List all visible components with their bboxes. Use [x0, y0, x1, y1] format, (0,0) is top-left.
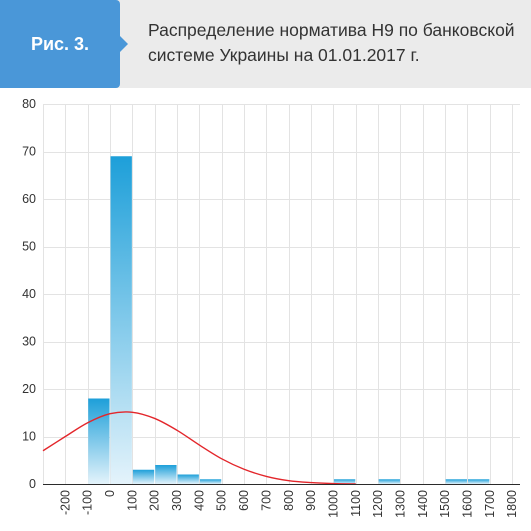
x-tick-label: 600: [237, 490, 251, 511]
y-tick-label: 30: [22, 335, 36, 349]
y-tick-label: 70: [22, 145, 36, 159]
x-tick-label: 300: [170, 490, 184, 511]
chart-title-line-2: системе Украины на 01.01.2017 г.: [148, 45, 420, 65]
y-tick-label: 20: [22, 382, 36, 396]
y-tick-labels: 0 10 20 30 40 50 60 70 80: [22, 97, 36, 491]
x-tick-label: 1600: [461, 490, 475, 518]
histogram-bar: [467, 479, 490, 484]
x-tick-label: 100: [125, 490, 139, 511]
y-tick-label: 40: [22, 287, 36, 301]
y-tick-label: 60: [22, 192, 36, 206]
y-tick-label: 10: [22, 430, 36, 444]
normal-curve-line: [42, 411, 356, 485]
x-tick-label: 1500: [438, 490, 452, 518]
x-tick-label: 1800: [505, 490, 519, 518]
x-tick-labels: -200 -100 0 100 200 300 400 500 600 700 800 900 1000…: [58, 490, 519, 518]
y-tick-label: 50: [22, 240, 36, 254]
badge-arrow-icon: [120, 36, 128, 52]
histogram-bar: [155, 465, 177, 484]
histogram-bar: [333, 479, 356, 484]
y-tick-label: 0: [29, 477, 36, 491]
y-tick-label: 80: [22, 97, 36, 111]
histogram-bar: [88, 398, 110, 484]
x-tick-label: 0: [103, 490, 117, 497]
histogram-bar: [177, 474, 199, 484]
x-tick-label: 1200: [371, 490, 385, 518]
x-tick-label: 800: [282, 490, 296, 511]
x-tick-label: 900: [304, 490, 318, 511]
histogram-bar: [199, 479, 222, 484]
histogram-bar: [132, 469, 155, 484]
x-tick-label: 1100: [349, 490, 363, 517]
x-tick-label: 1700: [483, 490, 497, 518]
x-tick-label: 200: [148, 490, 162, 511]
chart-title: Распределение норматива Н9 по банковской…: [148, 18, 523, 68]
figure-badge: Рис. 3.: [0, 0, 120, 88]
figure-label: Рис. 3.: [30, 34, 90, 54]
chart-title-line-1: Распределение норматива Н9 по банковской: [148, 20, 515, 40]
histogram-bar: [110, 156, 132, 484]
x-tick-label: 400: [192, 490, 206, 511]
figure-header: Рис. 3. Распределение норматива Н9 по ба…: [0, 0, 531, 88]
histogram-bar: [378, 479, 400, 484]
histogram-bars: [88, 156, 490, 484]
x-tick-label: -100: [81, 490, 95, 515]
x-tick-label: 500: [215, 490, 229, 511]
x-tick-label: 700: [259, 490, 273, 511]
x-tick-label: -200: [58, 490, 72, 515]
x-tick-label: 1000: [326, 490, 340, 518]
x-tick-label: 1300: [393, 490, 407, 518]
x-tick-label: 1400: [416, 490, 430, 518]
distribution-curve: [42, 411, 356, 485]
histogram-bar: [445, 479, 467, 484]
